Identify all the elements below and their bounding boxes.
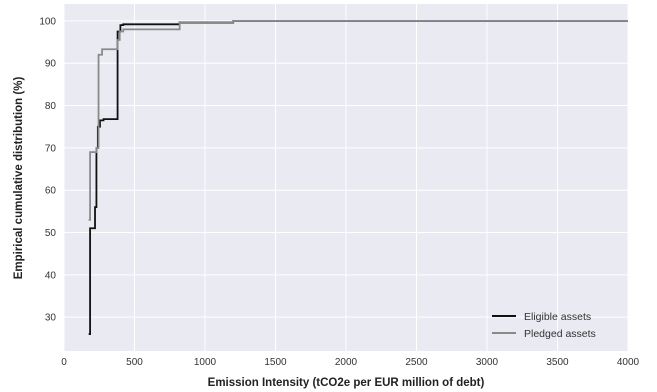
x-axis-title: Emission Intensity (tCO2e per EUR millio… <box>208 377 485 389</box>
y-tick-label: 80 <box>45 101 57 112</box>
x-tick-label: 3500 <box>546 357 569 368</box>
x-tick-label: 3000 <box>476 357 499 368</box>
x-tick-label: 2500 <box>405 357 428 368</box>
y-tick-label: 100 <box>39 16 56 27</box>
x-tick-label: 0 <box>61 357 67 368</box>
y-tick-label: 40 <box>45 270 57 281</box>
legend-label: Pledged assets <box>524 328 596 340</box>
x-tick-labels: 0 500 1000 1500 2000 2500 3000 3500 4000 <box>61 357 639 368</box>
x-tick-label: 1500 <box>264 357 287 368</box>
y-tick-label: 90 <box>45 59 57 70</box>
y-axis-title: Empirical cumulative distribution (%) <box>13 77 25 280</box>
y-tick-label: 70 <box>45 143 57 154</box>
y-tick-label: 60 <box>45 186 57 197</box>
gridlines <box>63 4 629 351</box>
legend: Eligible assets Pledged assets <box>492 311 596 340</box>
x-tick-label: 500 <box>126 357 143 368</box>
y-tick-label: 30 <box>45 313 57 324</box>
x-tick-label: 1000 <box>194 357 217 368</box>
x-tick-label: 4000 <box>617 357 640 368</box>
y-tick-labels: 30 40 50 60 70 80 90 100 <box>39 16 56 323</box>
series-layer <box>88 20 628 335</box>
x-tick-label: 2000 <box>335 357 358 368</box>
series-line-pledged-assets <box>88 20 628 221</box>
legend-label: Eligible assets <box>524 311 591 323</box>
y-tick-label: 50 <box>45 228 57 239</box>
